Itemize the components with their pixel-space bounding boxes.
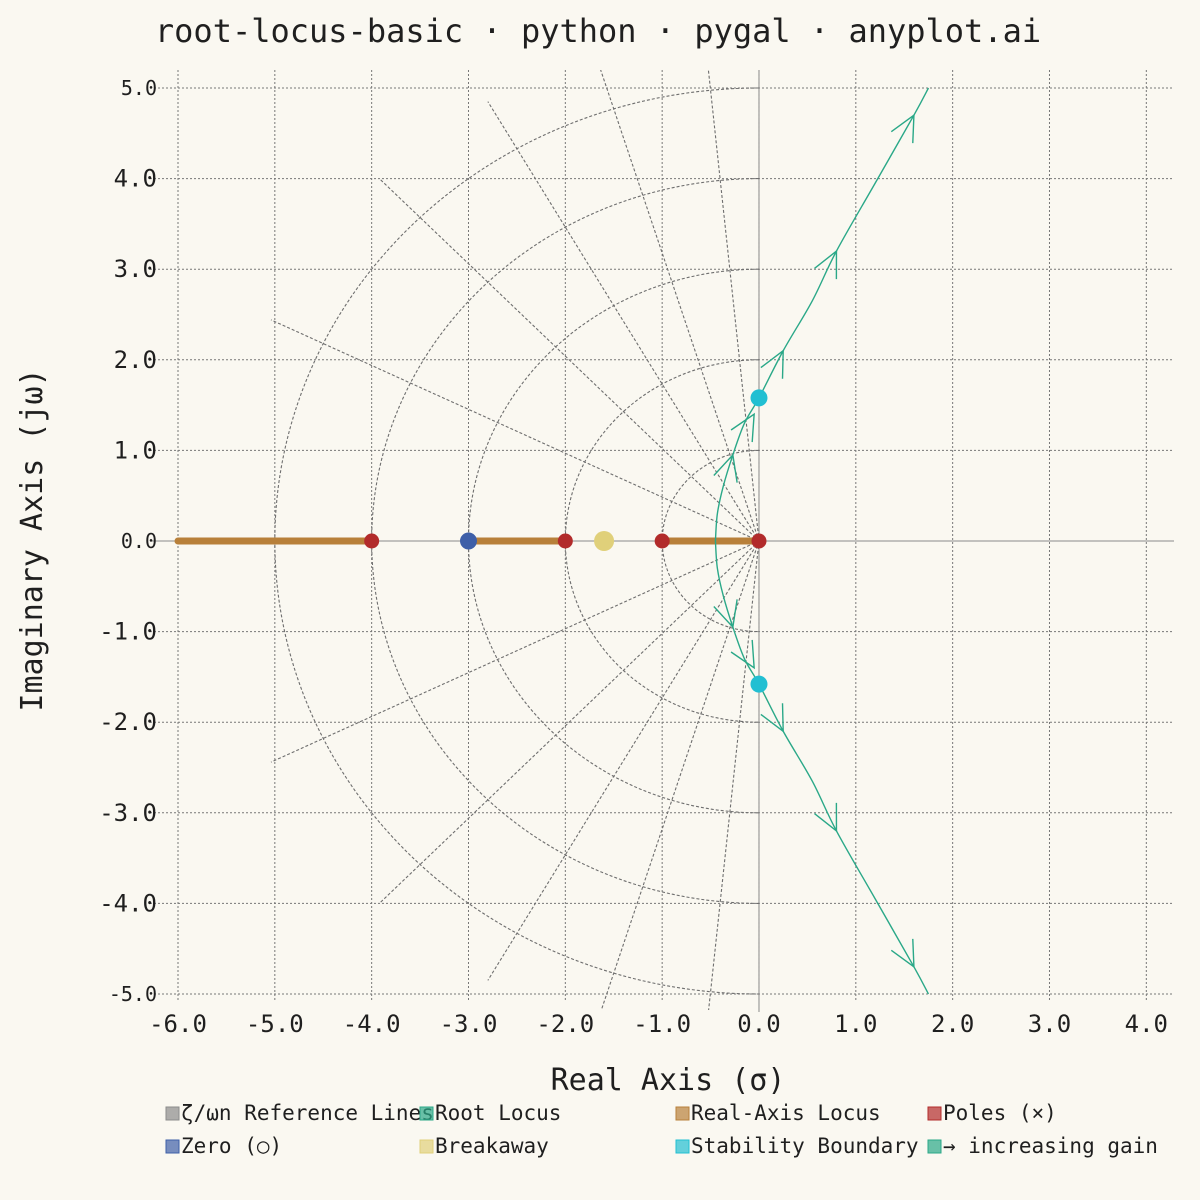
legend-swatch	[927, 1139, 942, 1154]
legend-swatch	[927, 1106, 942, 1121]
x-tick-label: 0.0	[737, 1010, 780, 1038]
zeta-line	[487, 101, 760, 542]
wn-circle	[564, 359, 759, 723]
gain-arrow	[730, 639, 755, 670]
y-axis-title: Imaginary Axis (jω)	[15, 368, 50, 711]
legend: ζ/ωn Reference Lines Root Locus Real-Axis …	[165, 1101, 1158, 1158]
x-tick-label: -3.0	[440, 1010, 498, 1038]
x-tick-label: -6.0	[149, 1010, 207, 1038]
zeta-line	[379, 178, 760, 542]
gain-arrow	[713, 599, 738, 629]
zero-marker	[459, 532, 477, 550]
y-tick-label: 5.0	[121, 76, 157, 100]
pole-marker	[557, 533, 573, 549]
gain-arrow	[814, 249, 838, 280]
x-tick-label: 3.0	[1028, 1010, 1071, 1038]
stability-boundary-marker	[750, 675, 768, 693]
wn-circle	[371, 178, 759, 904]
legend-label: Stability Boundary	[691, 1134, 919, 1158]
y-tick-label: 4.0	[114, 165, 157, 193]
zeta-line	[270, 540, 760, 763]
chart-title: root-locus-basic · python · pygal · anyp…	[155, 12, 1041, 50]
y-tick-label: 1.0	[114, 436, 157, 464]
x-tick-label: -2.0	[536, 1010, 594, 1038]
gain-arrow	[713, 453, 738, 483]
gain-arrow	[814, 802, 838, 833]
legend-label: Real-Axis Locus	[691, 1101, 881, 1125]
y-tick-label: -1.0	[99, 618, 157, 646]
root-locus-branches	[714, 87, 930, 995]
gain-arrow	[760, 349, 784, 379]
x-tick-label: -1.0	[633, 1010, 691, 1038]
pole-marker	[654, 533, 670, 549]
legend-label: Breakaway	[435, 1134, 549, 1158]
y-tick-label: -4.0	[99, 889, 157, 917]
root-locus-branch	[714, 540, 930, 995]
x-tick-labels: -6.0 -5.0 -4.0 -3.0 -2.0 -1.0 0.0 1.0 2.0 3.0 4.0	[149, 1010, 1168, 1038]
y-tick-label: -3.0	[99, 799, 157, 827]
zeta-line	[600, 70, 760, 542]
root-locus-branch	[714, 87, 930, 542]
gain-arrows	[713, 113, 915, 969]
zeta-line	[600, 540, 760, 1010]
zeta-line	[270, 319, 760, 542]
legend-swatch	[419, 1106, 434, 1121]
x-tick-label: 2.0	[931, 1010, 974, 1038]
legend-label: → increasing gain	[943, 1134, 1158, 1158]
y-tick-label: -5.0	[109, 982, 157, 1006]
breakaway-marker	[594, 531, 615, 551]
gain-arrow	[890, 113, 915, 144]
legend-label: Root Locus	[435, 1101, 561, 1125]
x-tick-label: -4.0	[343, 1010, 401, 1038]
x-tick-label: 1.0	[834, 1010, 877, 1038]
legend-label: Poles (×)	[943, 1101, 1057, 1125]
zeta-line	[487, 540, 760, 981]
x-tick-label: -5.0	[246, 1010, 304, 1038]
gain-arrow	[890, 938, 915, 969]
legend-swatch	[419, 1139, 434, 1154]
zeta-line	[707, 70, 760, 542]
gain-arrow	[730, 412, 755, 443]
legend-swatch	[165, 1106, 180, 1121]
pole-marker	[751, 533, 767, 549]
legend-label: Zero (○)	[181, 1134, 282, 1158]
y-tick-labels: 5.0 4.0 3.0 2.0 1.0 0.0 -1.0 -2.0 -3.0 -4.0 -5.0	[99, 76, 157, 1006]
pole-marker	[364, 533, 380, 549]
y-tick-label: 0.0	[121, 529, 157, 553]
y-tick-label: 2.0	[114, 346, 157, 374]
zeta-line	[379, 540, 760, 904]
x-axis-title: Real Axis (σ)	[551, 1063, 786, 1098]
x-tick-label: 4.0	[1125, 1010, 1168, 1038]
legend-swatch	[165, 1139, 180, 1154]
legend-label: ζ/ωn Reference Lines	[181, 1101, 434, 1125]
gain-arrow	[760, 703, 784, 733]
y-tick-label: -2.0	[99, 708, 157, 736]
stability-boundary-marker	[750, 389, 768, 407]
markers	[364, 389, 768, 693]
zeta-line	[708, 540, 760, 1010]
legend-swatch	[675, 1139, 690, 1154]
y-tick-label: 3.0	[114, 255, 157, 283]
legend-swatch	[675, 1106, 690, 1121]
